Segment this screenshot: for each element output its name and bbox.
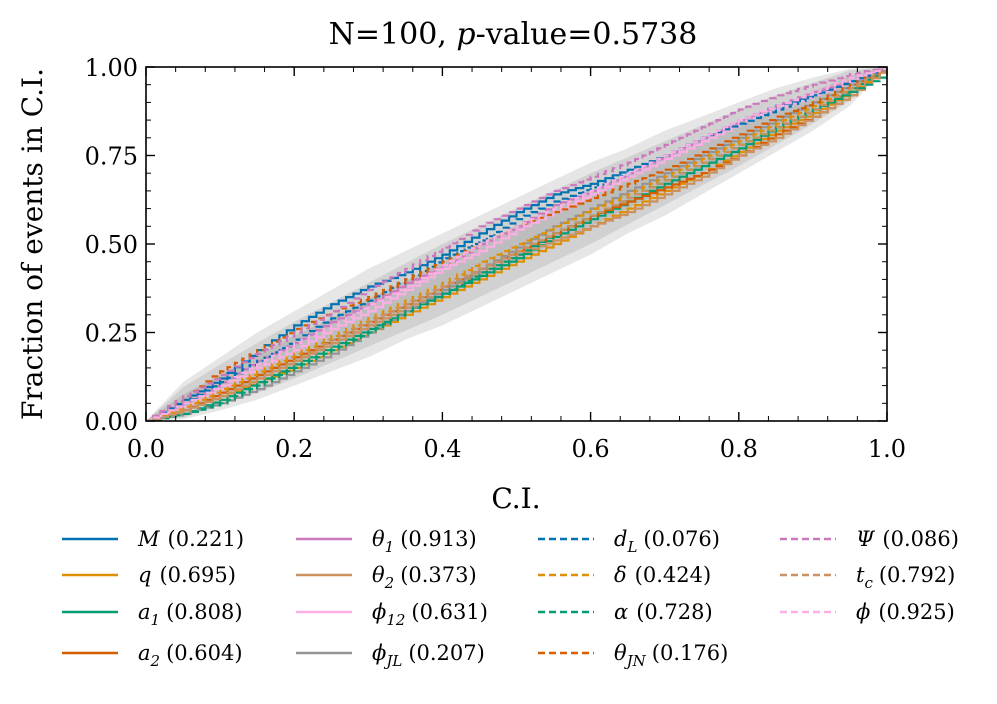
series-line-13 bbox=[146, 67, 887, 421]
x-tick-label: 0.4 bbox=[423, 435, 461, 463]
legend-label: ϕJL (0.207) bbox=[372, 641, 485, 670]
legend-label: dL (0.076) bbox=[614, 527, 720, 556]
series-line-5 bbox=[146, 67, 887, 421]
series-line-9 bbox=[146, 67, 887, 421]
legend-item: θ2 (0.373) bbox=[296, 563, 477, 592]
x-tick-label: 1.0 bbox=[868, 435, 906, 463]
legend-label: θ2 (0.373) bbox=[372, 563, 477, 592]
y-axis-label: Fraction of events in C.I. bbox=[16, 68, 49, 420]
legend-item: α (0.728) bbox=[538, 600, 713, 624]
legend-item: a1 (0.808) bbox=[62, 600, 243, 629]
legend-label: a1 (0.808) bbox=[138, 600, 243, 629]
legend-label: θJN (0.176) bbox=[614, 641, 728, 670]
y-tick-label: 1.00 bbox=[85, 54, 138, 82]
y-tick-label: 0.25 bbox=[85, 320, 138, 348]
legend: M (0.221) q (0.695) a1 (0.808) a2 (0.604) θ1 (0.9… bbox=[62, 527, 959, 670]
legend-label: δ (0.424) bbox=[614, 563, 711, 587]
y-axis: 0.00 0.25 0.50 0.75 1.00 bbox=[85, 54, 887, 436]
legend-item: Ψ (0.086) bbox=[780, 527, 959, 551]
chart-title: N=100, p-value=0.5738 bbox=[329, 17, 698, 52]
x-tick-label: 0.2 bbox=[275, 435, 313, 463]
legend-label: tc (0.792) bbox=[856, 563, 955, 592]
legend-item: δ (0.424) bbox=[538, 563, 711, 587]
legend-label: a2 (0.604) bbox=[138, 641, 243, 670]
x-tick-label: 0.8 bbox=[720, 435, 758, 463]
legend-label: M (0.221) bbox=[137, 527, 244, 551]
legend-item: ϕ (0.925) bbox=[780, 600, 955, 624]
x-axis-label: C.I. bbox=[491, 482, 540, 515]
legend-label: α (0.728) bbox=[614, 600, 713, 624]
x-tick-label: 0.6 bbox=[572, 435, 610, 463]
y-tick-label: 0.50 bbox=[85, 231, 138, 259]
legend-item: q (0.695) bbox=[62, 563, 236, 587]
y-tick-label: 0.00 bbox=[85, 408, 138, 436]
legend-item: ϕ12 (0.631) bbox=[296, 600, 488, 629]
series-lines bbox=[146, 67, 887, 421]
series-line-12 bbox=[146, 67, 887, 421]
legend-label: ϕ12 (0.631) bbox=[372, 600, 488, 629]
legend-item: tc (0.792) bbox=[780, 563, 955, 592]
x-tick-label: 0.0 bbox=[127, 435, 165, 463]
legend-item: θ1 (0.913) bbox=[296, 527, 477, 556]
legend-item: a2 (0.604) bbox=[62, 641, 243, 670]
legend-label: ϕ (0.925) bbox=[856, 600, 955, 624]
legend-item: θJN (0.176) bbox=[538, 641, 728, 670]
x-axis: 0.0 0.2 0.4 0.6 0.8 1.0 bbox=[127, 67, 906, 463]
y-tick-label: 0.75 bbox=[85, 143, 138, 171]
legend-item: ϕJL (0.207) bbox=[296, 641, 485, 670]
legend-label: θ1 (0.913) bbox=[372, 527, 477, 556]
series-line-14 bbox=[146, 67, 887, 421]
legend-label: q (0.695) bbox=[138, 563, 236, 587]
legend-label: Ψ (0.086) bbox=[856, 527, 959, 551]
legend-item: M (0.221) bbox=[62, 527, 244, 551]
legend-item: dL (0.076) bbox=[538, 527, 720, 556]
